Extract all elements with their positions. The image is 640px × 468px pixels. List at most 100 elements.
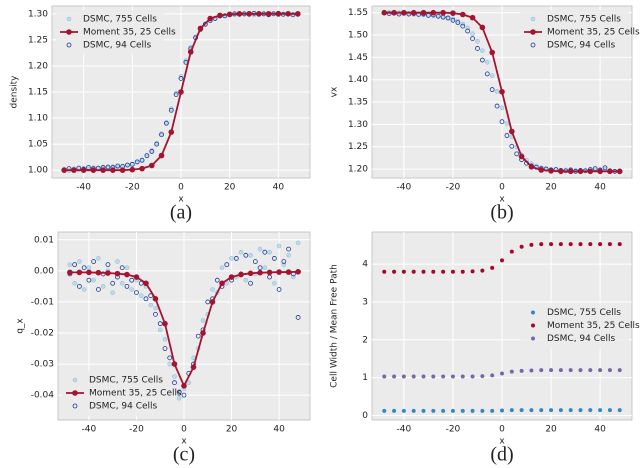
- data-point: [226, 11, 233, 18]
- legend-marker: [530, 29, 536, 35]
- data-point: [105, 270, 111, 276]
- data-point: [91, 259, 97, 264]
- y-tick-label: -0.04: [31, 391, 55, 401]
- data-point: [262, 249, 268, 255]
- data-point: [499, 119, 505, 125]
- data-point: [285, 11, 291, 17]
- data-point: [181, 392, 187, 398]
- caption: (b): [490, 202, 513, 224]
- data-point: [460, 374, 465, 379]
- data-point: [76, 269, 83, 276]
- data-point: [528, 164, 535, 170]
- x-tick-label: 20: [224, 183, 236, 193]
- y-tick-label: 1.15: [28, 88, 48, 98]
- data-point: [440, 9, 446, 16]
- data-point: [159, 132, 164, 138]
- data-point: [529, 242, 534, 247]
- data-point: [61, 167, 67, 173]
- data-point: [518, 153, 525, 160]
- data-point: [598, 368, 603, 373]
- data-point: [475, 46, 480, 51]
- data-point: [276, 269, 282, 275]
- data-point: [95, 269, 102, 276]
- data-point: [209, 299, 216, 305]
- data-point: [129, 277, 135, 283]
- data-point: [197, 25, 204, 32]
- data-point: [441, 374, 446, 379]
- data-point: [450, 374, 455, 379]
- data-point: [435, 13, 441, 19]
- data-point: [295, 315, 301, 320]
- data-point: [91, 277, 96, 283]
- data-point: [381, 9, 388, 16]
- data-point: [243, 252, 249, 258]
- y-tick-label: -0.03: [31, 360, 54, 370]
- legend-marker: [72, 390, 78, 396]
- data-point: [489, 87, 495, 92]
- data-point: [509, 249, 514, 254]
- data-point: [549, 242, 554, 247]
- data-point: [577, 168, 584, 175]
- data-point: [607, 408, 612, 413]
- data-point: [210, 287, 215, 292]
- data-point: [411, 269, 416, 274]
- legend-label: DSMC, 94 Cells: [547, 334, 616, 344]
- data-point: [509, 143, 515, 149]
- data-point: [67, 269, 73, 276]
- data-point: [514, 151, 520, 157]
- data-point: [401, 374, 406, 379]
- data-point: [382, 269, 387, 274]
- data-point: [494, 103, 500, 109]
- data-point: [267, 249, 272, 255]
- data-point: [295, 11, 301, 17]
- data-point: [617, 408, 622, 413]
- y-tick-label: -0.01: [31, 297, 54, 307]
- data-point: [243, 277, 249, 283]
- data-point: [597, 168, 603, 175]
- data-point: [257, 265, 263, 271]
- data-point: [509, 128, 515, 135]
- data-point: [81, 287, 87, 292]
- legend-label: DSMC, 755 Cells: [547, 308, 621, 318]
- y-tick-label: 1.50: [348, 31, 368, 41]
- caption: (d): [490, 444, 513, 466]
- data-point: [96, 256, 101, 261]
- data-point: [190, 364, 197, 370]
- data-point: [558, 168, 564, 175]
- data-point: [129, 162, 135, 167]
- data-point: [459, 11, 466, 18]
- legend-label: DSMC, 94 Cells: [547, 41, 616, 51]
- x-tick-label: 40: [273, 425, 285, 435]
- y-tick-label: -0.02: [31, 328, 54, 338]
- y-tick-label: 0: [362, 411, 368, 421]
- data-point: [480, 268, 485, 273]
- data-point: [519, 368, 524, 373]
- data-point: [499, 88, 505, 95]
- data-point: [100, 271, 106, 277]
- y-tick-label: 3: [362, 297, 368, 307]
- data-point: [238, 249, 244, 255]
- data-point: [286, 253, 291, 258]
- data-point: [509, 369, 514, 374]
- data-point: [539, 408, 544, 413]
- data-point: [86, 269, 92, 276]
- data-point: [578, 408, 583, 413]
- data-point: [252, 259, 258, 264]
- data-point: [421, 374, 426, 379]
- data-point: [143, 296, 149, 302]
- data-point: [411, 408, 416, 413]
- data-point: [455, 18, 461, 24]
- data-point: [153, 311, 158, 317]
- legend-label: Moment 35, 25 Cells: [89, 389, 182, 399]
- legend-label: DSMC, 94 Cells: [83, 41, 152, 51]
- data-point: [246, 11, 252, 17]
- legend-marker: [66, 29, 72, 35]
- data-point: [176, 389, 182, 395]
- data-point: [214, 277, 220, 283]
- data-point: [67, 262, 73, 267]
- data-point: [81, 265, 87, 271]
- data-point: [224, 262, 230, 268]
- data-point: [139, 157, 145, 163]
- data-point: [421, 269, 426, 274]
- x-tick-label: 40: [594, 183, 606, 193]
